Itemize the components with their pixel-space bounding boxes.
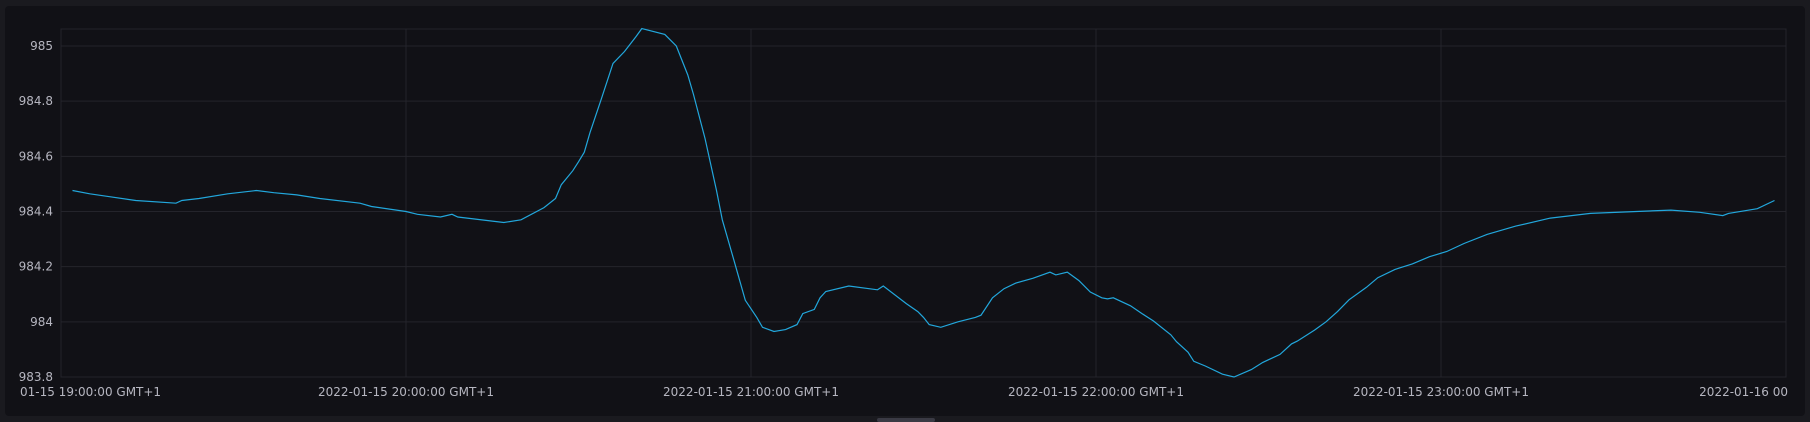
plot-border: [60, 28, 1787, 378]
horizontal-scrollbar[interactable]: [877, 418, 935, 422]
y-tick-label: 983.8: [19, 370, 53, 384]
y-tick-label: 984: [30, 315, 53, 329]
y-tick-label: 984.2: [19, 260, 53, 274]
x-axis: 01-15 19:00:00 GMT+1 2022-01-15 20:00:00 …: [20, 385, 1788, 399]
x-tick-label: 01-15 19:00:00 GMT+1: [20, 385, 161, 399]
x-tick-label: 2022-01-15 23:00:00 GMT+1: [1353, 385, 1529, 399]
line-chart: 985 984.8 984.6 984.4 984.2 984 983.8 01-15 19…: [19, 27, 1788, 399]
series-line: [72, 27, 1775, 378]
y-axis: 985 984.8 984.6 984.4 984.2 984 983.8: [19, 39, 53, 384]
y-tick-label: 985: [30, 39, 53, 53]
y-tick-label: 984.6: [19, 149, 53, 163]
y-tick-label: 984.4: [19, 205, 53, 219]
x-tick-label: 2022-01-15 21:00:00 GMT+1: [663, 385, 839, 399]
y-tick-label: 984.8: [19, 94, 53, 108]
grid: [60, 28, 1787, 378]
chart-panel: 985 984.8 984.6 984.4 984.2 984 983.8 01-15 19…: [5, 6, 1805, 416]
x-tick-label: 2022-01-16 00: [1699, 385, 1788, 399]
x-tick-label: 2022-01-15 20:00:00 GMT+1: [318, 385, 494, 399]
x-tick-label: 2022-01-15 22:00:00 GMT+1: [1008, 385, 1184, 399]
